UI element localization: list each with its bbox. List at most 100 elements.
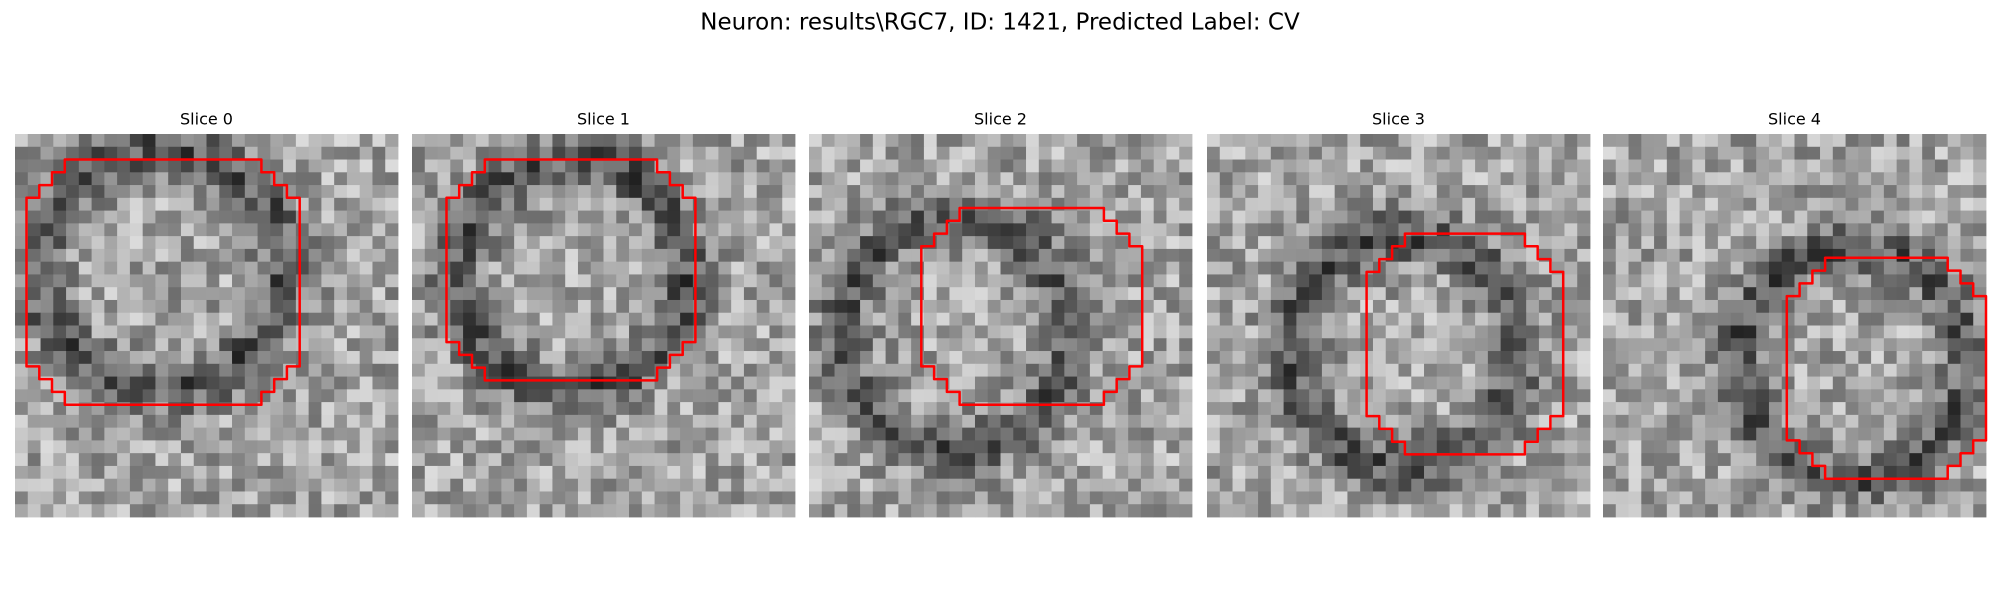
pixel — [1258, 363, 1272, 377]
pixel — [769, 338, 783, 352]
pixel — [1207, 312, 1221, 326]
pixel — [1794, 287, 1808, 301]
pixel — [488, 338, 502, 352]
pixel — [1077, 146, 1091, 160]
pixel — [15, 210, 29, 224]
pixel — [860, 478, 874, 492]
pixel — [1603, 465, 1617, 480]
pixel — [412, 146, 426, 160]
pixel — [1615, 440, 1629, 454]
pixel — [1219, 389, 1233, 403]
pixel — [834, 248, 848, 263]
pixel — [1334, 427, 1348, 441]
pixel — [1038, 478, 1052, 492]
pixel — [1219, 351, 1233, 365]
pixel — [321, 261, 335, 275]
pixel — [15, 134, 29, 148]
pixel — [232, 210, 246, 224]
pixel — [1768, 351, 1783, 365]
pixel — [898, 159, 912, 173]
pixel — [1077, 351, 1091, 365]
pixel — [1743, 261, 1757, 275]
pixel — [769, 504, 783, 518]
pixel — [168, 427, 182, 441]
pixel — [1947, 223, 1961, 237]
pixel — [756, 197, 770, 211]
pixel — [1232, 236, 1246, 250]
pixel — [1973, 440, 1987, 454]
pixel — [923, 351, 938, 365]
pixel — [1500, 299, 1514, 314]
pixel — [1960, 389, 1974, 403]
pixel — [91, 248, 105, 263]
pixel — [526, 223, 541, 237]
pixel — [1883, 440, 1898, 454]
pixel — [1051, 287, 1065, 301]
pixel — [1372, 465, 1387, 480]
pixel — [1577, 389, 1591, 403]
pixel — [1883, 159, 1898, 173]
pixel — [898, 197, 912, 211]
pixel — [1896, 146, 1910, 160]
pixel — [860, 338, 874, 352]
pixel — [1526, 312, 1540, 326]
pixel — [680, 197, 694, 211]
pixel — [1538, 146, 1553, 160]
pixel — [987, 261, 1001, 275]
pixel — [501, 389, 515, 403]
pixel — [1500, 427, 1514, 441]
pixel — [1896, 351, 1910, 365]
pixel — [1628, 274, 1642, 288]
pixel — [424, 146, 438, 160]
pixel — [962, 248, 976, 263]
pixel — [1883, 491, 1898, 505]
pixel — [501, 223, 515, 237]
pixel — [346, 236, 361, 250]
pixel — [1845, 172, 1859, 186]
pixel — [308, 465, 322, 480]
pixel — [885, 312, 899, 326]
pixel — [1475, 351, 1489, 365]
pixel — [1922, 338, 1936, 352]
pixel — [232, 299, 246, 314]
pixel — [1270, 185, 1284, 199]
pixel — [629, 236, 643, 250]
pixel — [1153, 159, 1167, 173]
pixel — [450, 389, 464, 403]
pixel — [501, 185, 515, 199]
pixel — [1807, 146, 1821, 160]
pixel — [15, 351, 29, 365]
pixel — [872, 427, 886, 441]
pixel — [629, 414, 643, 429]
pixel — [552, 465, 566, 480]
pixel — [437, 402, 451, 416]
pixel — [743, 478, 758, 492]
pixel — [641, 440, 655, 454]
pixel — [232, 287, 246, 301]
pixel — [1717, 351, 1732, 365]
pixel — [1140, 134, 1155, 148]
pixel — [590, 376, 604, 390]
pixel — [450, 440, 464, 454]
pixel — [1270, 287, 1284, 301]
pixel — [219, 223, 233, 237]
pixel — [180, 146, 195, 160]
pixel — [437, 351, 451, 365]
pixel — [552, 197, 566, 211]
pixel — [168, 299, 182, 314]
pixel — [1858, 159, 1872, 173]
pixel — [244, 351, 258, 365]
pixel — [1296, 504, 1310, 518]
pixel — [1500, 453, 1514, 467]
pixel — [654, 351, 668, 365]
pixel — [1781, 414, 1795, 429]
pixel — [232, 389, 246, 403]
pixel — [1424, 248, 1438, 263]
pixel — [27, 376, 41, 390]
pixel — [1026, 236, 1040, 250]
pixel — [1794, 197, 1808, 211]
pixel — [1360, 210, 1374, 224]
pixel — [15, 363, 29, 377]
pixel — [1219, 312, 1233, 326]
pixel — [117, 414, 131, 429]
